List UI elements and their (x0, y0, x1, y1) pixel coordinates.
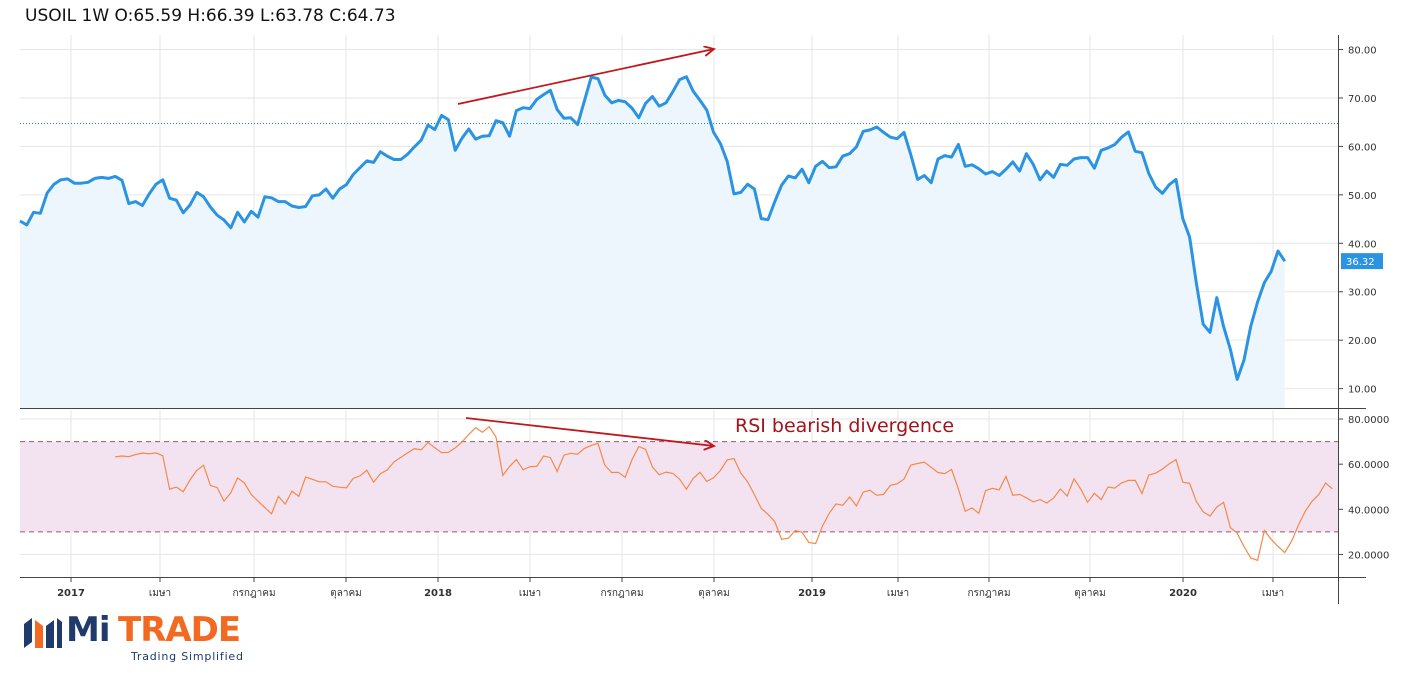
divergence-arrows (457, 49, 714, 446)
xtick-year-label: 2018 (424, 588, 452, 599)
xtick-year-label: 2020 (1169, 588, 1197, 599)
price-ytick-label: 10.00 (1348, 385, 1377, 396)
xtick-month-label: เมษา (519, 588, 541, 599)
price-ytick-label: 50.00 (1348, 191, 1377, 202)
xtick-month-label: กรกฎาคม (232, 588, 275, 599)
price-line (19, 75, 1287, 381)
rsi-divergence-arrow (465, 417, 714, 446)
xtick-month-label: ตุลาคม (1074, 588, 1106, 599)
logo-text-trade: TRADE (118, 610, 241, 650)
xtick-month-label: เมษา (887, 588, 909, 599)
rsi-line (115, 425, 1333, 562)
price-ytick-label: 20.00 (1348, 336, 1377, 347)
logo-tagline: Trading Simplified (131, 650, 244, 663)
price-ytick-label: 60.00 (1348, 142, 1377, 153)
last-price-badge (1341, 253, 1383, 270)
chart-title: USOIL 1W O:65.59 H:66.39 L:63.78 C:64.73 (25, 6, 396, 26)
price-ytick-label: 80.00 (1348, 46, 1377, 57)
rsi-band (20, 441, 1338, 532)
price-ytick-label: 70.00 (1348, 94, 1377, 105)
price-divergence-arrow (457, 49, 714, 105)
price-panel (19, 75, 1338, 408)
xtick-month-label: ตุลาคม (698, 588, 730, 599)
rsi-panel (20, 425, 1338, 562)
rsi-ytick-label: 80.0000 (1348, 415, 1389, 426)
rsi-ytick-label: 60.0000 (1348, 460, 1389, 471)
divergence-annotation: RSI bearish divergence (735, 415, 954, 437)
xtick-month-label: เมษา (1262, 588, 1284, 599)
axes: 80.00 70.00 60.00 50.00 40.00 30.00 20.00 10.00… (20, 35, 1389, 604)
mitrade-logo: Mi TRADE Trading Simplified (22, 610, 262, 672)
xtick-month-label: กรกฎาคม (967, 588, 1010, 599)
price-area-fill (20, 76, 1285, 408)
price-ytick-label: 40.00 (1348, 239, 1377, 250)
mitrade-logo-icon (24, 618, 62, 648)
last-price-label: 36.32 (1346, 257, 1375, 268)
xtick-year-label: 2019 (798, 588, 826, 599)
logo-text-mi: Mi (66, 610, 110, 650)
xtick-month-label: ตุลาคม (330, 588, 362, 599)
xtick-year-label: 2017 (57, 588, 85, 599)
xtick-month-label: กรกฎาคม (600, 588, 643, 599)
xtick-month-label: เมษา (149, 588, 171, 599)
rsi-ytick-label: 20.0000 (1348, 550, 1389, 561)
rsi-ytick-label: 40.0000 (1348, 505, 1389, 516)
price-ytick-label: 30.00 (1348, 288, 1377, 299)
